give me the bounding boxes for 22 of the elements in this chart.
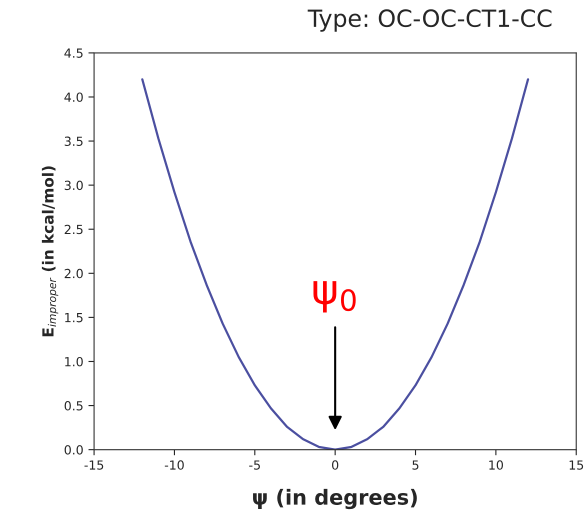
y-tick-label: 2.5	[64, 224, 83, 234]
y-tick-label: 3.5	[64, 136, 83, 146]
y-tick-label: 4.5	[64, 48, 83, 58]
y-tick-label: 0.5	[64, 401, 83, 410]
line-series	[141, 78, 530, 450]
x-tick-label: 5	[412, 460, 418, 470]
y-tick-label: 1.5	[65, 313, 83, 322]
y-tick-label: 3.0	[64, 180, 83, 190]
chart-title: Type: OC-OC-CT1-CC	[308, 9, 552, 32]
x-tick-label: 15	[570, 460, 584, 470]
x-tick-label: 10	[489, 460, 504, 470]
x-tick-label: -15	[84, 460, 104, 470]
y-tick-label: 4.0	[64, 92, 83, 102]
x-tick-label: -10	[164, 460, 184, 470]
x-axis-title: ψ (in degrees)	[253, 488, 417, 510]
y-tick-label: 0.0	[64, 445, 83, 455]
x-tick-label: -5	[249, 460, 260, 470]
y-tick-label: 2.0	[64, 268, 83, 278]
y-tick-label: 1.0	[65, 356, 83, 366]
x-tick-label: 0	[332, 460, 338, 470]
y-axis-title: E$_{improper}$ (in kcal/mol)	[42, 166, 58, 336]
annotation: ψ$_{0}$	[313, 281, 356, 313]
